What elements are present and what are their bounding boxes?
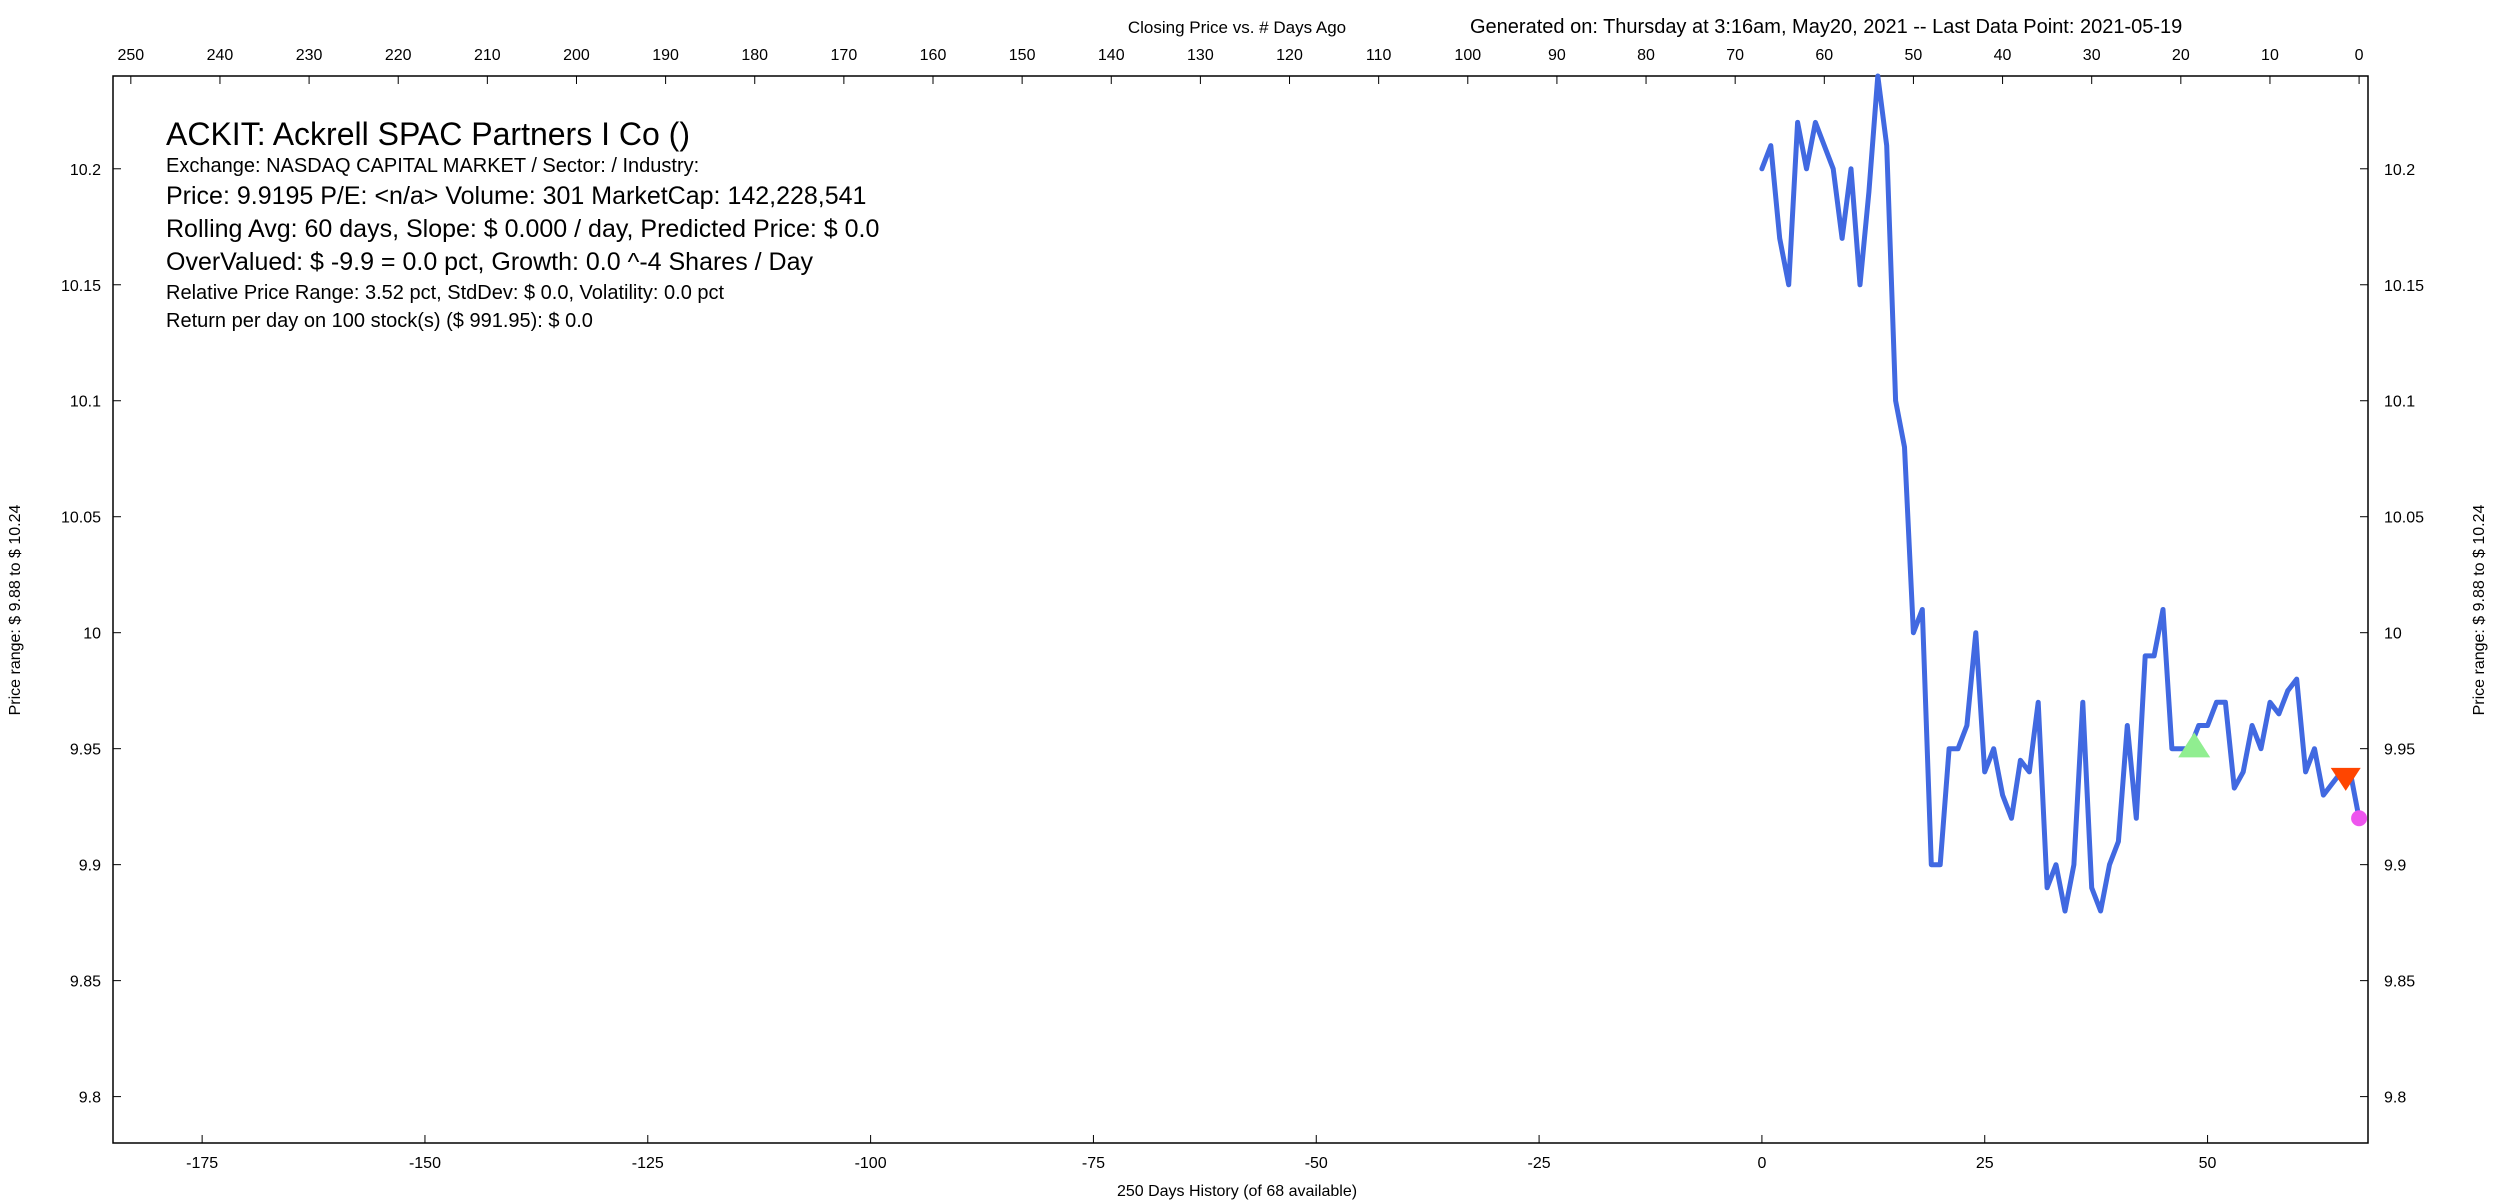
y-tick-label-left: 10 [83, 626, 101, 643]
y-tick-label-left: 9.95 [70, 742, 101, 759]
y-tick-label-left: 9.8 [79, 1090, 101, 1107]
y-tick-label-right: 9.85 [2384, 974, 2415, 991]
x-tick-label: 25 [1976, 1155, 1994, 1172]
x-top-tick-label: 60 [1815, 47, 1833, 64]
markers [2178, 732, 2368, 827]
stock-info: ACKIT: Ackrell SPAC Partners I Co () Exc… [166, 118, 879, 339]
x-tick-label: 50 [2199, 1155, 2217, 1172]
rolling-line: Rolling Avg: 60 days, Slope: $ 0.000 / d… [166, 215, 880, 243]
x-tick-label: -25 [1528, 1155, 1551, 1172]
x-tick-label: -50 [1305, 1155, 1328, 1172]
x-top-tick-label: 250 [117, 47, 144, 64]
y-tick-label-right: 9.8 [2384, 1090, 2406, 1107]
y-tick-label-left: 10.05 [61, 510, 101, 527]
x-top-tick-label: 160 [920, 47, 947, 64]
price-line [1759, 73, 2362, 914]
x-top-tick-label: 180 [741, 47, 768, 64]
generated-info: Generated on: Thursday at 3:16am, May20,… [1470, 16, 2182, 38]
x-top-tick-label: 10 [2261, 47, 2279, 64]
x-axis-label: 250 Days History (of 68 available) [1117, 1183, 1357, 1200]
x-top-tick-label: 110 [1366, 47, 1392, 64]
y-tick-label-left: 10.2 [70, 162, 101, 179]
x-tick-label: -100 [855, 1155, 887, 1172]
sell-marker-triangle [2330, 767, 2361, 791]
y-tick-label-left: 10.15 [61, 278, 101, 295]
x-tick-label: -75 [1082, 1155, 1105, 1172]
y-axis-label-left: Price range: $ 9.88 to $ 10.24 [7, 504, 24, 715]
chart-caption: Closing Price vs. # Days Ago [1128, 18, 1346, 37]
y-tick-label-right: 10.15 [2384, 278, 2424, 295]
y-tick-label-left: 9.85 [70, 974, 101, 991]
price-line-text: Price: 9.9195 P/E: <n/a> Volume: 301 Mar… [166, 182, 867, 210]
y-tick-label-right: 10.05 [2384, 510, 2424, 527]
y-tick-label-right: 9.9 [2384, 858, 2406, 875]
x-top-tick-label: 240 [207, 47, 234, 64]
range-line: Relative Price Range: 3.52 pct, StdDev: … [166, 282, 725, 304]
x-top-tick-label: 0 [2355, 47, 2364, 64]
y-tick-label-right: 10 [2384, 626, 2402, 643]
plot-frame [112, 75, 2369, 1144]
y-tick-label-right: 10.2 [2384, 162, 2415, 179]
exchange-line: Exchange: NASDAQ CAPITAL MARKET / Sector… [166, 155, 700, 177]
overvalued-line: OverValued: $ -9.9 = 0.0 pct, Growth: 0.… [166, 248, 813, 276]
x-top-tick-label: 30 [2083, 47, 2101, 64]
x-tick-label: 0 [1757, 1155, 1766, 1172]
buy-marker-triangle [2178, 732, 2211, 758]
y-axis-label-right: Price range: $ 9.88 to $ 10.24 [2471, 504, 2488, 715]
y-tick-label-left: 10.1 [70, 394, 101, 411]
y-tick-label-left: 9.9 [79, 858, 101, 875]
x-top-tick-label: 150 [1009, 47, 1036, 64]
y-tick-label-right: 10.1 [2384, 394, 2415, 411]
x-top-tick-label: 50 [1905, 47, 1923, 64]
x-top-tick-label: 80 [1637, 47, 1655, 64]
y-tick-label-right: 9.95 [2384, 742, 2415, 759]
x-top-tick-label: 70 [1726, 47, 1744, 64]
last-price-dot [2351, 810, 2368, 827]
x-top-tick-label: 90 [1548, 47, 1566, 64]
return-line: Return per day on 100 stock(s) ($ 991.95… [166, 310, 593, 332]
x-top-tick-label: 210 [474, 47, 501, 64]
x-top-tick-label: 40 [1994, 47, 2012, 64]
x-top-tick-label: 200 [563, 47, 590, 64]
x-top-tick-label: 170 [831, 47, 858, 64]
x-top-tick-label: 130 [1187, 47, 1214, 64]
stock-title: ACKIT: Ackrell SPAC Partners I Co () [166, 116, 690, 152]
x-tick-label: -125 [632, 1155, 664, 1172]
x-top-tick-label: 220 [385, 47, 412, 64]
x-tick-label: -175 [186, 1155, 218, 1172]
x-top-tick-label: 190 [652, 47, 679, 64]
x-top-tick-label: 120 [1276, 47, 1303, 64]
axis-ticks: -175 -150 -125 -100 -75 -50 -25 0 25 50 250 240 230 2… [61, 47, 2424, 1172]
x-top-tick-label: 100 [1454, 47, 1481, 64]
x-top-tick-label: 20 [2172, 47, 2190, 64]
x-tick-label: -150 [409, 1155, 441, 1172]
x-top-tick-label: 140 [1098, 47, 1125, 64]
x-top-tick-label: 230 [296, 47, 323, 64]
